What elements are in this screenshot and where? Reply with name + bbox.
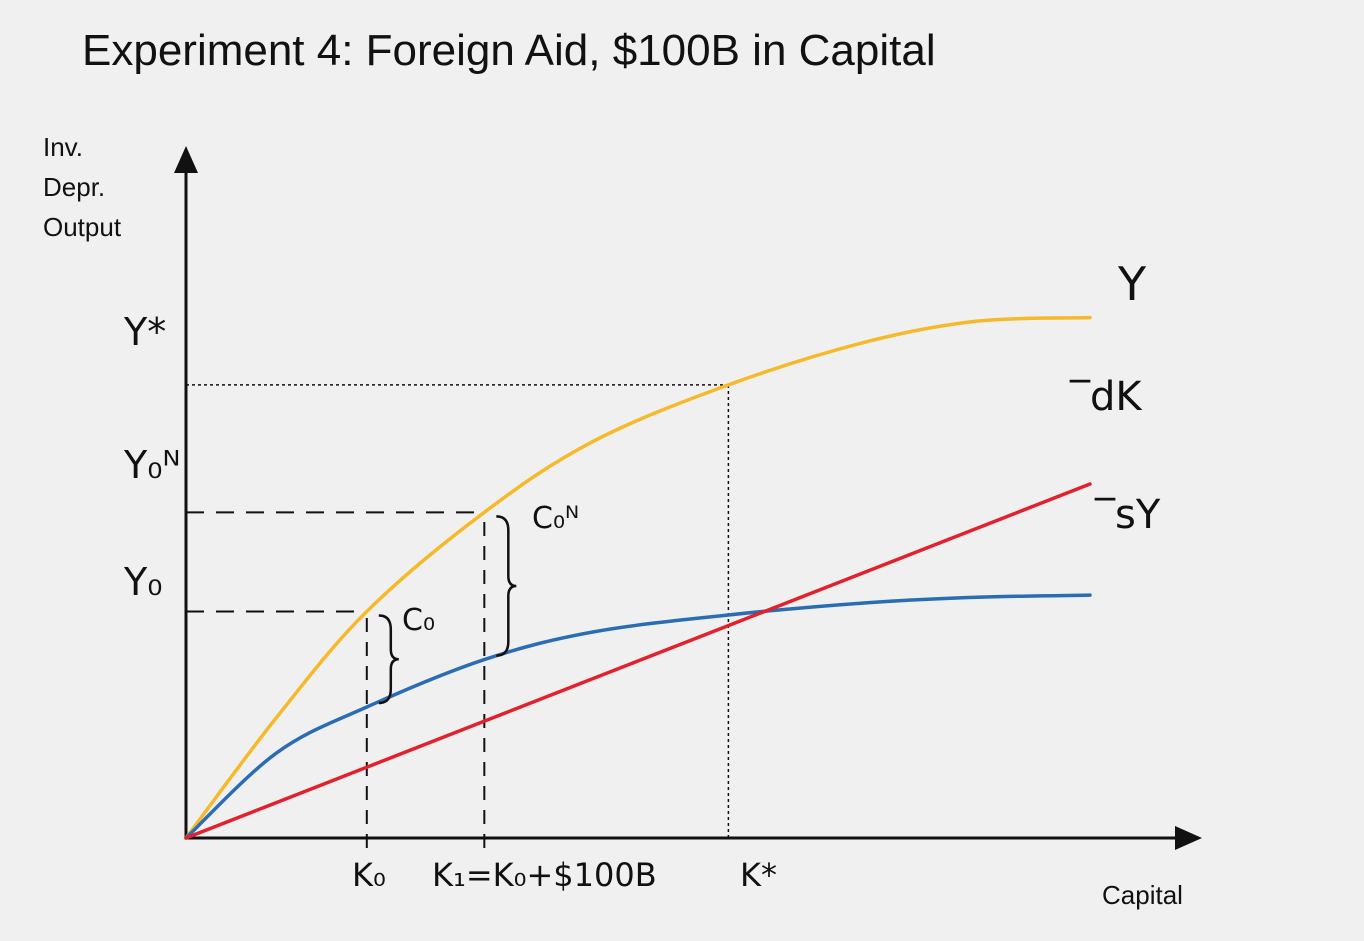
- brace-layer: [378, 515, 517, 705]
- y-axis-label-line-3: Output: [43, 212, 122, 242]
- y-axis-label-line-1: Inv.: [43, 132, 83, 162]
- y-marker-label-ystar: Y*: [123, 310, 166, 354]
- y-marker-label-y0: Y₀: [123, 560, 162, 604]
- series-line-dk: [184, 482, 1092, 840]
- x-marker-label-k1: K₁=K₀+$100B: [432, 856, 657, 894]
- brace-label-c0: C₀: [402, 603, 435, 638]
- x-marker-label-k0: K₀: [352, 856, 386, 894]
- guide-lines: [186, 384, 730, 848]
- y-axis-label-line-2: Depr.: [43, 172, 106, 202]
- chart-title: Experiment 4: Foreign Aid, $100B in Capi…: [82, 26, 936, 75]
- series-line-sy: [184, 593, 1092, 840]
- series-label-y: Y: [1117, 257, 1147, 311]
- x-marker-label-kstar: K*: [740, 856, 777, 894]
- series-line-y: [184, 315, 1092, 840]
- x-axis-label: Capital: [1102, 880, 1183, 910]
- y-marker-label-y0n: Y₀ᴺ: [123, 443, 180, 487]
- brace-c0: [378, 614, 399, 705]
- brace-label-c0n: C₀ᴺ: [532, 501, 579, 536]
- series-layer: [184, 315, 1092, 840]
- brace-c0n: [496, 515, 517, 657]
- series-label-dk: ̅dK: [1069, 374, 1143, 420]
- series-label-sy: ̅sY: [1094, 492, 1161, 538]
